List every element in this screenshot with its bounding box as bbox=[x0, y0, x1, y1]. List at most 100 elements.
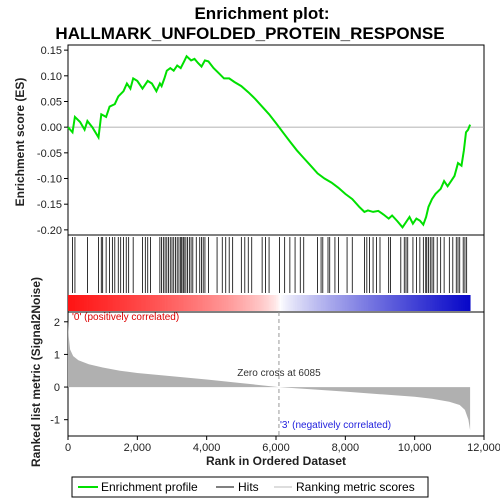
rank-band-segment bbox=[239, 295, 242, 311]
rank-band-segment bbox=[319, 295, 322, 311]
rank-band-segment bbox=[230, 295, 234, 311]
rank-band-segment bbox=[118, 295, 121, 311]
hit-marks bbox=[72, 237, 468, 293]
rank-band-segment bbox=[333, 295, 336, 311]
es-y-tick-label: 0.10 bbox=[41, 71, 62, 83]
ranking-metric-area bbox=[68, 320, 471, 431]
rank-band-segment bbox=[461, 295, 464, 311]
rank-band-segment bbox=[340, 295, 343, 311]
x-tick-label: 12,000 bbox=[467, 442, 500, 454]
rank-band-segment bbox=[366, 295, 369, 311]
rank-band-segment bbox=[121, 295, 124, 311]
rank-band-segment bbox=[243, 295, 246, 311]
rank-band-segment bbox=[343, 295, 346, 311]
rank-band-segment bbox=[99, 295, 102, 311]
rank-band-segment bbox=[432, 295, 435, 311]
x-tick-label: 2,000 bbox=[124, 442, 152, 454]
rank-band-segment bbox=[217, 295, 220, 311]
rank-band-segment bbox=[135, 295, 138, 311]
rank-band-segment bbox=[269, 295, 272, 311]
rank-band-segment bbox=[302, 295, 305, 311]
rank-band-segment bbox=[421, 295, 424, 311]
rank-band-segment bbox=[348, 295, 351, 311]
rank-band-segment bbox=[282, 295, 286, 311]
rank-band-segment bbox=[371, 295, 374, 311]
rank-band-segment bbox=[380, 295, 383, 311]
rank-band-segment bbox=[426, 295, 429, 311]
rank-band-segment bbox=[336, 295, 339, 311]
rank-band-segment bbox=[281, 295, 284, 311]
rank-band-segment bbox=[244, 295, 247, 311]
rank-band-segment bbox=[255, 295, 258, 311]
rank-band-segment bbox=[385, 295, 388, 311]
x-axis-title: Rank in Ordered Dataset bbox=[206, 454, 346, 468]
rank-band-segment bbox=[399, 295, 402, 311]
x-tick-label: 4,000 bbox=[193, 442, 221, 454]
rank-band-segment bbox=[409, 295, 412, 311]
rank-band-segment bbox=[95, 295, 98, 311]
rank-band-segment bbox=[454, 295, 457, 311]
rank-band-segment bbox=[113, 295, 116, 311]
rank-band-segment bbox=[81, 295, 84, 311]
rank-band-segment bbox=[326, 295, 329, 311]
rank-band-segment bbox=[102, 295, 105, 311]
x-tick-label: 0 bbox=[65, 442, 71, 454]
rank-band-segment bbox=[156, 295, 159, 311]
rank-band-segment bbox=[154, 295, 157, 311]
rank-band-segment bbox=[276, 295, 279, 311]
rank-band-segment bbox=[126, 295, 130, 311]
rank-band-segment bbox=[270, 295, 273, 311]
rank-band-segment bbox=[222, 295, 225, 311]
rank-band-segment bbox=[360, 295, 364, 311]
rank-band-segment bbox=[367, 295, 370, 311]
rank-band-segment bbox=[204, 295, 208, 311]
rank-band-segment bbox=[411, 295, 414, 311]
es-y-tick-label: -0.15 bbox=[37, 199, 62, 211]
rank-band-segment bbox=[182, 295, 185, 311]
rank-band-segment bbox=[260, 295, 263, 311]
es-y-tick-label: -0.10 bbox=[37, 174, 62, 186]
rank-band-segment bbox=[248, 295, 251, 311]
rank-band-segment bbox=[390, 295, 393, 311]
rank-band-segment bbox=[338, 295, 341, 311]
rank-band-segment bbox=[201, 295, 204, 311]
rank-band-segment bbox=[400, 295, 403, 311]
rank-band-segment bbox=[345, 295, 348, 311]
rank-band-segment bbox=[111, 295, 114, 311]
es-y-axis-title: Enrichment score (ES) bbox=[13, 78, 27, 207]
rank-band-segment bbox=[378, 295, 381, 311]
rank-band-segment bbox=[137, 295, 140, 311]
rank-band-segment bbox=[85, 295, 88, 311]
rank-band-segment bbox=[106, 295, 109, 311]
rank-band-segment bbox=[163, 295, 166, 311]
rank-band-segment bbox=[364, 295, 367, 311]
rank-band-segment bbox=[352, 295, 355, 311]
rank-band-segment bbox=[315, 295, 318, 311]
rank-band-segment bbox=[442, 295, 445, 311]
zero-cross-label: Zero cross at 6085 bbox=[237, 368, 321, 379]
rank-band-segment bbox=[185, 295, 188, 311]
rank-band-segment bbox=[291, 295, 294, 311]
rank-band-segment bbox=[392, 295, 395, 311]
rank-band-segment bbox=[246, 295, 249, 311]
rank-band-segment bbox=[168, 295, 171, 311]
rank-band-segment bbox=[293, 295, 296, 311]
rank-band-segment bbox=[362, 295, 365, 311]
rank-band-segment bbox=[104, 295, 107, 311]
rank-band-segment bbox=[447, 295, 450, 311]
x-axis: 0 2,000 4,000 6,000 8,000 10,000 12,000 bbox=[65, 436, 500, 454]
rank-band-segment bbox=[321, 295, 324, 311]
rank-band-segment bbox=[440, 295, 443, 311]
rank-band-segment bbox=[109, 295, 112, 311]
rank-band-segment bbox=[146, 295, 149, 311]
legend-enrichment-label: Enrichment profile bbox=[101, 480, 198, 494]
chart-title-line1: Enrichment plot: bbox=[194, 4, 329, 23]
rank-band-segment bbox=[289, 295, 292, 311]
rank-band-segment bbox=[376, 295, 379, 311]
rank-band-segment bbox=[298, 295, 301, 311]
rank-band-segment bbox=[468, 295, 471, 311]
rank-band-segment bbox=[444, 295, 447, 311]
rank-band-segment bbox=[73, 295, 76, 311]
rank-band-segment bbox=[159, 295, 162, 311]
rank-band-segment bbox=[180, 295, 183, 311]
